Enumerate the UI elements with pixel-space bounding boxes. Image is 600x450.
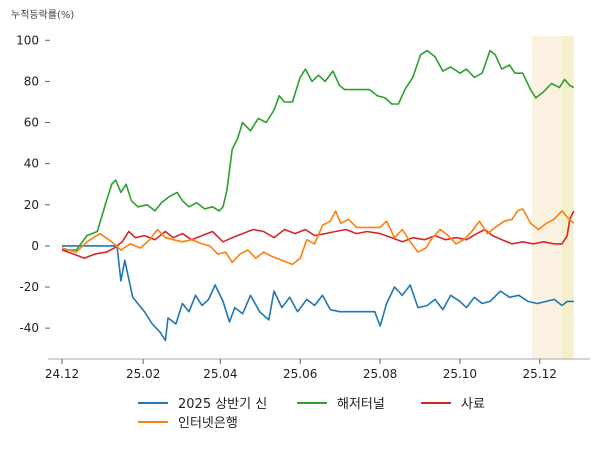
highlight-band-1 — [561, 36, 574, 359]
x-tick-label: 24.12 — [45, 367, 79, 381]
y-tick-label: 100 — [16, 33, 39, 47]
y-tick-label: -40 — [19, 321, 39, 335]
legend-swatch — [138, 401, 168, 404]
legend-label: 인터넷은행 — [178, 416, 238, 431]
x-tick-label: 25.08 — [363, 367, 397, 381]
x-tick-label: 25.12 — [523, 367, 557, 381]
x-tick-label: 25.06 — [283, 367, 317, 381]
legend-item-2025-상반기-신: 2025 상반기 신 — [138, 393, 267, 412]
legend-swatch — [138, 420, 168, 423]
legend-item-인터넷은행: 인터넷은행 — [138, 412, 238, 431]
series-line-해저터널 — [62, 49, 575, 251]
y-tick-label: 80 — [24, 74, 39, 88]
highlight-band-0 — [531, 36, 562, 359]
y-tick-label: 20 — [24, 198, 39, 212]
legend-label: 사료 — [461, 397, 485, 412]
legend-label: 2025 상반기 신 — [178, 397, 268, 412]
x-tick-label: 25.02 — [126, 367, 160, 381]
y-tick-label: 60 — [24, 116, 39, 130]
x-tick-label: 25.04 — [203, 367, 237, 381]
legend-swatch — [297, 401, 327, 404]
legend-swatch — [421, 401, 451, 404]
plot-area: -40 -20 0 20 40 60 80 100 24.12 25.02 25.04 25.06 25… — [16, 33, 590, 381]
y-tick-label: -20 — [19, 280, 39, 294]
y-tick-label: 0 — [31, 239, 39, 253]
series-line-사료 — [61, 210, 575, 259]
series-line-인터넷은행 — [61, 208, 575, 266]
legend-item-해저터널: 해저터널 — [297, 393, 385, 412]
series-line-2025-상반기-신 — [62, 245, 574, 342]
y-tick-label: 40 — [24, 157, 39, 171]
x-tick-label: 25.10 — [443, 367, 477, 381]
legend-item-사료: 사료 — [421, 393, 485, 412]
legend-label: 해저터널 — [337, 397, 385, 412]
y-axis-label: 누적등락률(%) — [11, 10, 75, 21]
